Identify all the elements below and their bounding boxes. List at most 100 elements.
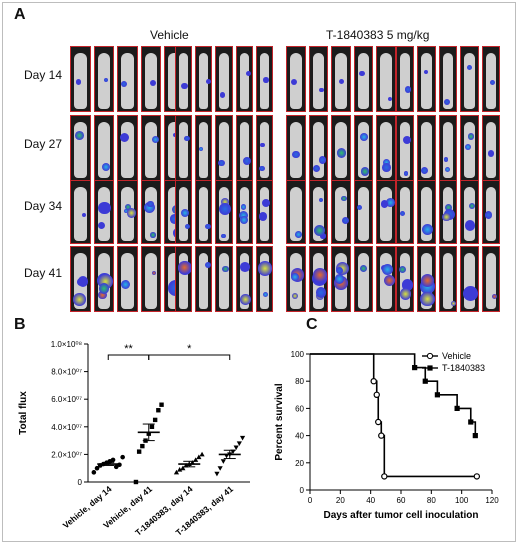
mouse-image-group [175, 115, 273, 181]
data-point [220, 459, 226, 464]
data-point [159, 402, 164, 407]
data-point [472, 433, 478, 439]
data-point [233, 445, 239, 451]
mouse-image [481, 246, 500, 312]
significance-bracket [107, 354, 150, 361]
data-point [196, 454, 202, 460]
mouse-image [93, 46, 115, 112]
mouse-image-group [175, 246, 273, 312]
mouse-image [417, 180, 436, 244]
mouse-image [396, 115, 415, 181]
data-point [378, 432, 385, 439]
mouse-image [117, 246, 138, 312]
legend-label: Vehicle [442, 351, 471, 361]
mouse-image [175, 180, 193, 244]
mouse-image-group [175, 180, 273, 244]
mouse-image [438, 246, 458, 312]
data-point [152, 417, 158, 423]
mouse-image-group [396, 180, 500, 244]
x-tick-label: 100 [455, 496, 469, 505]
mouse-image-group [286, 180, 396, 244]
data-point [180, 465, 186, 471]
x-tick-label: 20 [336, 496, 345, 505]
data-point [422, 378, 428, 384]
mouse-image [308, 180, 329, 244]
mouse-image [175, 115, 193, 181]
y-tick-label: 60 [295, 404, 304, 413]
mouse-image [396, 46, 415, 112]
data-point [214, 471, 220, 477]
panel-c-survival-plot: 0 20 40 60 80 100 0 20 40 60 80 100 120 Percent survi… [274, 350, 499, 521]
data-point [91, 470, 97, 475]
day-label-27: Day 27 [24, 137, 63, 151]
data-point [156, 408, 161, 413]
y-tick-label: 2.0×10⁰⁷ [51, 450, 82, 459]
data-point [183, 462, 189, 468]
mouse-image [308, 46, 329, 112]
mouse-image [460, 46, 479, 112]
mouse-image [140, 46, 162, 112]
data-point [177, 466, 183, 472]
mouse-image [235, 115, 253, 181]
mouse-image-group [286, 115, 396, 181]
day-label-14: Day 14 [24, 68, 63, 82]
mouse-image-group [70, 46, 185, 112]
mouse-image [175, 246, 193, 312]
data-point [412, 365, 418, 371]
mouse-image [353, 180, 374, 244]
mouse-image-group [396, 115, 500, 181]
day-label-41: Day 41 [24, 266, 63, 280]
data-point [140, 443, 145, 449]
mouse-image [460, 115, 479, 181]
data-point [230, 449, 236, 455]
significance-label: * [187, 343, 192, 355]
mouse-image-group [70, 115, 185, 181]
mouse-image [235, 246, 253, 312]
mouse-image-group [286, 46, 396, 112]
mouse-image-group [396, 246, 500, 312]
data-point [217, 466, 223, 471]
mouse-image [215, 180, 233, 244]
mouse-image [376, 180, 396, 244]
data-point [473, 473, 481, 480]
data-point [199, 451, 205, 457]
mouse-image [286, 115, 306, 181]
y-axis-label: Percent survival [274, 383, 285, 460]
legend-label: T-1840383 [442, 363, 485, 373]
day-label-34: Day 34 [24, 199, 63, 213]
data-point [381, 473, 388, 480]
data-point [173, 469, 180, 475]
mouse-image [255, 246, 273, 312]
x-axis-label: Days after tumor cell inoculation [323, 510, 478, 521]
y-tick-label: 1.0×10⁰⁸ [51, 340, 82, 349]
data-point [149, 424, 155, 429]
mouse-image [215, 246, 233, 312]
mouse-image [438, 115, 458, 181]
mouse-image [235, 46, 253, 112]
mouse-image [70, 180, 91, 244]
mouse-image [460, 246, 479, 312]
y-tick-label: 100 [291, 350, 305, 359]
group-label-treatment: T-1840383 5 mg/kg [326, 28, 430, 42]
mouse-image [255, 46, 273, 112]
panel-c-label: C [306, 316, 318, 333]
data-point [236, 441, 242, 446]
mouse-image [396, 246, 415, 312]
data-point [375, 418, 382, 426]
survival-line [310, 353, 477, 478]
y-tick-label: 40 [295, 432, 304, 441]
mouse-image [117, 180, 138, 244]
y-tick-label: 0 [300, 486, 305, 495]
significance-label: ** [124, 343, 133, 355]
y-axis-label: Total flux [18, 391, 29, 435]
mouse-image [286, 180, 306, 244]
mouse-image [70, 115, 91, 181]
data-point [193, 457, 199, 462]
data-point [370, 378, 377, 385]
mouse-image-group [70, 180, 185, 244]
mouse-image [215, 115, 233, 181]
legend-marker [427, 365, 433, 371]
panel-b-scatter-plot: 0 2.0×10⁰⁷ 4.0×10⁰⁷ 6.0×10⁰⁷ 8.0×10⁰⁷ 1.0×10⁰… [18, 340, 250, 536]
mouse-image [438, 180, 458, 244]
y-tick-label: 4.0×10⁰⁷ [51, 423, 82, 432]
